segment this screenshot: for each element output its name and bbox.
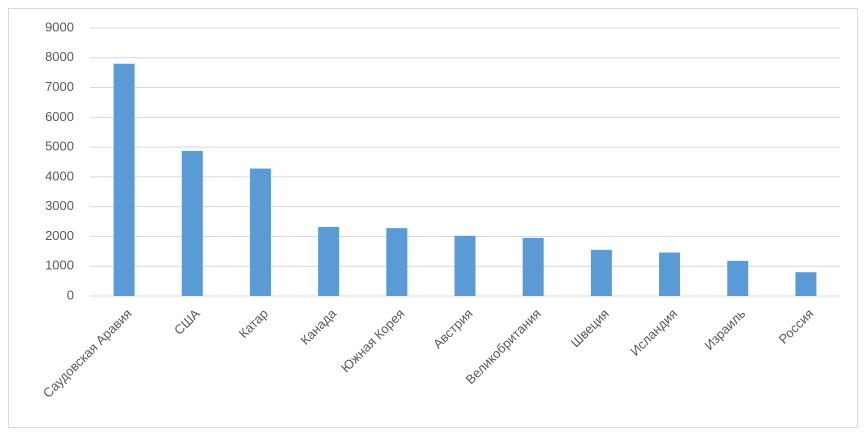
- bar: [181, 150, 203, 296]
- chart-border: [8, 8, 858, 428]
- bar: [590, 249, 612, 296]
- y-tick-label: 2000: [45, 228, 74, 243]
- y-tick-label: 7000: [45, 79, 74, 94]
- bar: [386, 228, 408, 296]
- bar: [522, 237, 544, 296]
- y-tick-label: 1000: [45, 258, 74, 273]
- y-tick-label: 6000: [45, 109, 74, 124]
- y-tick-label: 9000: [45, 19, 74, 34]
- y-tick-label: 4000: [45, 168, 74, 183]
- bar: [249, 168, 271, 296]
- y-tick-label: 3000: [45, 198, 74, 213]
- bar: [318, 226, 340, 296]
- bar: [795, 272, 817, 296]
- bar: [727, 260, 749, 296]
- bar: [113, 63, 135, 296]
- bar: [454, 235, 476, 296]
- y-tick-label: 5000: [45, 139, 74, 154]
- y-tick-label: 0: [67, 287, 74, 302]
- y-tick-label: 8000: [45, 49, 74, 64]
- bar: [659, 252, 681, 296]
